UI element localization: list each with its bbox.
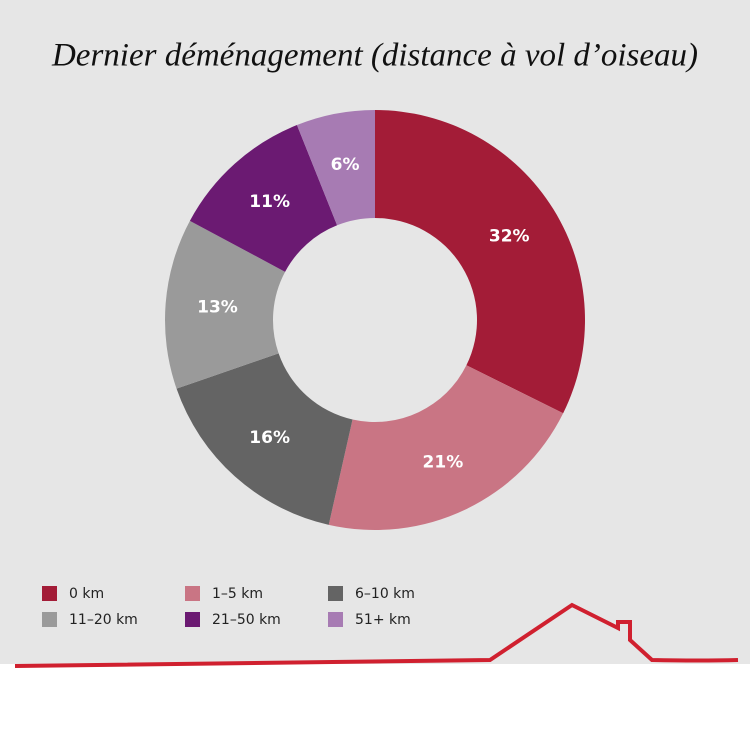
legend-swatch <box>185 612 200 627</box>
donut-slice <box>328 365 564 530</box>
legend-label: 11–20 km <box>69 612 138 628</box>
legend-label: 0 km <box>69 586 104 602</box>
value-label: 16% <box>249 428 290 448</box>
footer-background <box>0 664 750 750</box>
value-label: 6% <box>331 155 360 175</box>
roof-decoration <box>14 602 739 668</box>
legend-swatch <box>42 586 57 601</box>
legend-label: 21–50 km <box>212 612 281 628</box>
legend-swatch <box>328 586 343 601</box>
background <box>0 0 750 664</box>
donut-slice <box>296 110 375 226</box>
legend-label: 6–10 km <box>355 586 415 602</box>
donut: 32% 21% 16% 13% 11% 6% <box>165 110 586 530</box>
value-label: 32% <box>489 227 530 247</box>
donut-slice <box>189 125 338 272</box>
legend-label: 51+ km <box>355 612 411 628</box>
donut-slice <box>375 110 586 414</box>
legend-label: 1–5 km <box>212 586 263 602</box>
chart-title: Dernier déménagement (distance à vol d’o… <box>51 38 698 74</box>
donut-slice <box>176 353 353 525</box>
legend: 0 km 1–5 km 6–10 km 11–20 km 21–50 km 51+ km <box>42 586 415 628</box>
legend-swatch <box>185 586 200 601</box>
legend-swatch <box>42 612 57 627</box>
value-label: 13% <box>197 297 238 317</box>
legend-swatch <box>328 612 343 627</box>
value-label: 11% <box>249 192 290 212</box>
donut-slice <box>165 220 286 389</box>
value-label: 21% <box>423 453 464 473</box>
